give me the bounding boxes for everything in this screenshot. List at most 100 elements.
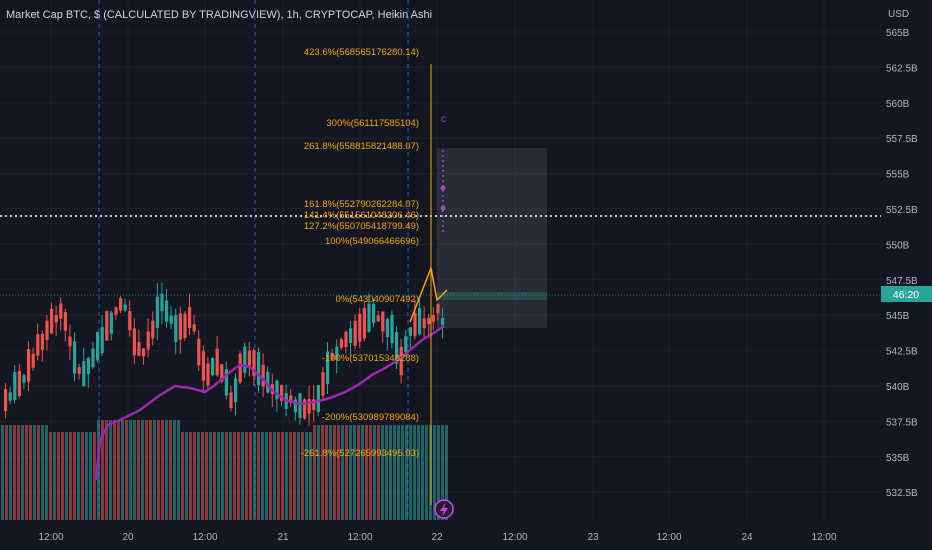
candle-body[interactable]	[238, 353, 242, 383]
candle-body[interactable]	[344, 331, 348, 348]
candle-body[interactable]	[77, 367, 81, 374]
candle-body[interactable]	[17, 371, 21, 396]
candle-body[interactable]	[326, 351, 330, 385]
candle-body[interactable]	[91, 348, 95, 368]
fib-level-label[interactable]: -200%(530989789084)	[322, 412, 419, 423]
candle-body[interactable]	[8, 392, 12, 401]
candle-body[interactable]	[224, 369, 228, 396]
candle-body[interactable]	[59, 303, 63, 319]
candle-body[interactable]	[243, 346, 247, 373]
candle-body[interactable]	[45, 320, 49, 340]
candle-body[interactable]	[408, 327, 412, 336]
candle-body[interactable]	[427, 317, 431, 325]
candle-body[interactable]	[114, 307, 118, 315]
candle-body[interactable]	[155, 296, 159, 328]
fib-level-label[interactable]: 300%(561117585104)	[326, 118, 419, 129]
candle-body[interactable]	[206, 363, 210, 386]
candle-body[interactable]	[128, 310, 132, 331]
time-axis[interactable]: 12:00 20 12:00 21 12:00 22 12:00 23 12:00 24 12:00	[0, 520, 932, 550]
candle-body[interactable]	[247, 350, 251, 366]
candle-body[interactable]	[358, 313, 362, 342]
candle-body[interactable]	[422, 318, 426, 329]
candle-body[interactable]	[142, 348, 146, 357]
fib-level-label[interactable]: -261.8%(527265993495.93)	[301, 448, 419, 459]
candle-body[interactable]	[123, 304, 127, 311]
candle-body[interactable]	[280, 385, 284, 401]
candle-body[interactable]	[82, 361, 86, 387]
candle-body[interactable]	[146, 331, 150, 350]
candle-body[interactable]	[303, 399, 307, 419]
candle-body[interactable]	[372, 304, 376, 323]
candle-body[interactable]	[339, 339, 343, 348]
fib-level-label[interactable]: 127.2%(550705418799.49)	[304, 221, 419, 232]
candle-body[interactable]	[330, 352, 334, 360]
candle-body[interactable]	[316, 384, 320, 413]
candle-body[interactable]	[215, 348, 219, 376]
candle-body[interactable]	[50, 308, 54, 334]
candle-body[interactable]	[188, 307, 192, 328]
candle-body[interactable]	[418, 308, 422, 335]
lightning-button[interactable]	[434, 499, 454, 519]
fib-level-label[interactable]: 261.8%(558815821488.07)	[304, 141, 419, 152]
candle-body[interactable]	[335, 346, 339, 360]
candle-body[interactable]	[137, 342, 141, 356]
candle-body[interactable]	[441, 318, 445, 326]
candle-body[interactable]	[197, 338, 201, 366]
candle-body[interactable]	[178, 313, 182, 340]
candle-body[interactable]	[381, 311, 385, 332]
candle-body[interactable]	[413, 312, 417, 337]
candle-body[interactable]	[201, 351, 205, 381]
candle-body[interactable]	[229, 392, 233, 409]
candle-body[interactable]	[431, 315, 435, 322]
candle-body[interactable]	[376, 315, 380, 322]
candle-body[interactable]	[385, 318, 389, 337]
candle-body[interactable]	[27, 348, 31, 382]
candle-body[interactable]	[367, 303, 371, 332]
candle-body[interactable]	[100, 327, 104, 353]
fib-level-label[interactable]: 423.6%(568565176280.14)	[304, 47, 419, 58]
candle-body[interactable]	[436, 304, 440, 314]
candle-body[interactable]	[312, 399, 316, 410]
projection-box[interactable]	[437, 148, 547, 328]
candle-body[interactable]	[307, 399, 311, 414]
candle-body[interactable]	[63, 312, 67, 331]
candle-body[interactable]	[119, 298, 123, 311]
candle-body[interactable]	[362, 307, 366, 339]
candle-body[interactable]	[174, 314, 178, 342]
candle-body[interactable]	[54, 314, 58, 323]
candle-body[interactable]	[165, 300, 169, 322]
fib-level-label[interactable]: 161.8%(552790262284.07)	[304, 199, 419, 210]
fib-level-label[interactable]: 141.4%(551561048206.46)	[304, 210, 419, 221]
candle-body[interactable]	[73, 341, 77, 374]
candle-body[interactable]	[31, 353, 35, 368]
price-axis[interactable]: USD 565B 562.5B 560B 557.5B 555B 552.5B 550B 547…	[881, 0, 932, 520]
candle-body[interactable]	[275, 380, 279, 400]
candle-body[interactable]	[289, 395, 293, 403]
candle-body[interactable]	[399, 347, 403, 376]
candle-body[interactable]	[252, 350, 256, 376]
candle-body[interactable]	[183, 313, 187, 339]
candle-body[interactable]	[261, 364, 265, 387]
candle-body[interactable]	[353, 320, 357, 346]
candles[interactable]	[4, 282, 445, 426]
candle-body[interactable]	[96, 332, 100, 361]
candle-body[interactable]	[36, 334, 40, 356]
fib-level-label[interactable]: 100%(549066466696)	[325, 236, 419, 247]
fib-level-label[interactable]: 0%(543040907492)	[336, 294, 419, 305]
candle-body[interactable]	[86, 357, 90, 374]
candle-body[interactable]	[151, 320, 155, 339]
candle-body[interactable]	[169, 315, 173, 324]
candle-body[interactable]	[13, 372, 17, 400]
candle-body[interactable]	[404, 336, 408, 352]
candle-body[interactable]	[68, 336, 72, 347]
candle-body[interactable]	[257, 352, 261, 386]
candle-body[interactable]	[234, 378, 238, 403]
candle-body[interactable]	[105, 311, 109, 341]
candle-body[interactable]	[192, 324, 196, 332]
fib-level-label[interactable]: -100%(537015348288)	[322, 353, 419, 364]
candle-body[interactable]	[390, 314, 394, 344]
candle-body[interactable]	[40, 333, 44, 350]
fib-extension[interactable]: 423.6%(568565176280.14) 300%(561117585104…	[301, 47, 448, 505]
candle-body[interactable]	[395, 332, 399, 364]
